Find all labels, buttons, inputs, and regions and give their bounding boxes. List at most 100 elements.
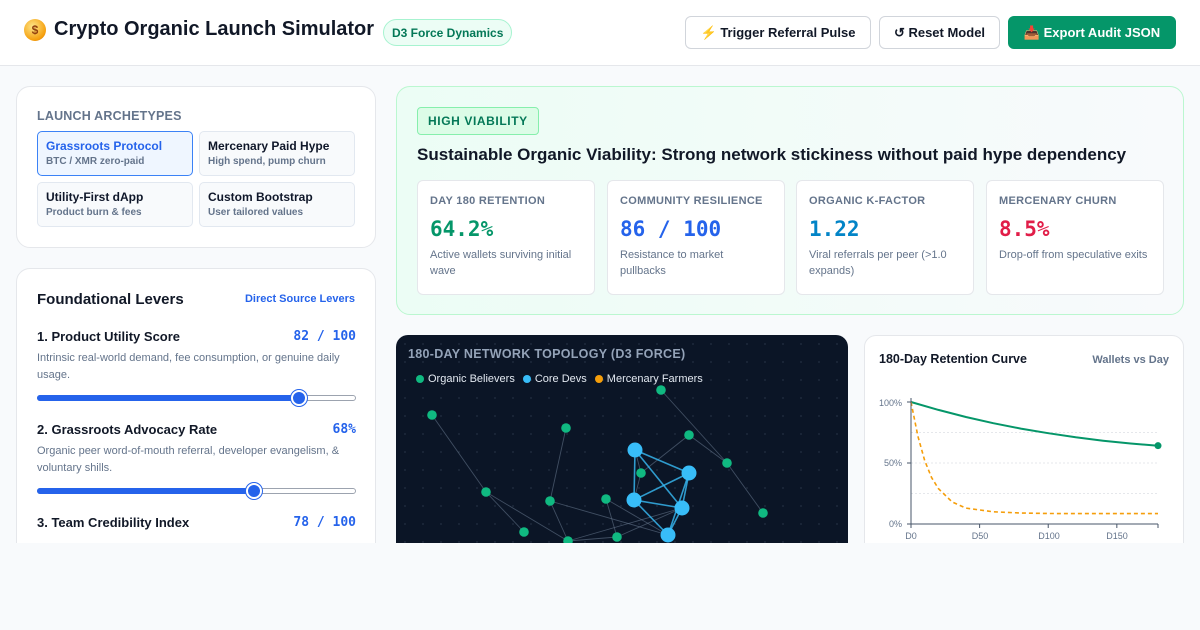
y-tick-label: 50% [884,458,902,468]
organic-believer-node[interactable] [481,487,491,497]
network-link [605,498,669,536]
core-dev-node[interactable] [626,492,642,508]
metric-label: MERCENARY CHURN [999,195,1117,207]
series-end-point [1154,442,1162,450]
slider-fill [37,395,299,401]
product-utility-slider[interactable] [37,390,356,406]
organic-believer-node[interactable] [427,410,437,420]
network-link [549,500,669,536]
metric-label: COMMUNITY RESILIENCE [620,195,763,207]
network-link [549,500,569,542]
archetype-name: Utility-First dApp [46,190,144,204]
network-legend: Organic Believers Core Devs Mercenary Fa… [416,373,703,385]
foundational-levers-card: Foundational Levers Direct Source Levers… [16,268,376,558]
organic-believer-node[interactable] [601,494,611,504]
slider-thumb[interactable] [290,390,307,406]
archetype-subtitle: User tailored values [208,207,304,218]
network-link [633,449,636,501]
grassroots-advocacy-slider[interactable] [37,483,356,499]
network-link [634,449,690,474]
y-tick-label: 0% [889,519,902,529]
metric-mercenary-churn: MERCENARY CHURN 8.5% Drop-off from specu… [986,180,1164,295]
coin-icon: $ [24,18,46,41]
legend-label: Organic Believers [428,373,515,385]
retention-chart-subtitle: Wallets vs Day [1092,354,1169,366]
metric-description: Active wallets surviving initial wave [430,249,572,277]
export-audit-json-button[interactable]: 📥 Export Audit JSON [1008,16,1176,49]
archetype-name: Mercenary Paid Hype [208,139,330,153]
retention-chart: 100% 50% 0% D0 D50 D100 D150 [879,398,1162,541]
organic-believer-node[interactable] [684,430,694,440]
lever-name: 2. Grassroots Advocacy Rate [37,422,218,437]
metric-value: 64.2% [430,217,494,241]
network-link [616,507,683,538]
network-graph[interactable] [396,335,848,543]
organic-believer-node[interactable] [758,508,768,518]
network-link [567,536,618,542]
trigger-referral-pulse-button[interactable]: ⚡ Trigger Referral Pulse [685,16,871,49]
archetype-grid: Grassroots Protocol BTC / XMR zero-paid … [37,131,356,227]
metric-value: 1.22 [809,217,860,241]
core-dev-node[interactable] [627,442,643,458]
archetype-subtitle: BTC / XMR zero-paid [46,156,145,167]
reset-model-button[interactable]: ↺ Reset Model [879,16,1000,49]
organic-believer-node[interactable] [563,536,573,543]
metric-label: DAY 180 RETENTION [430,195,546,207]
organic-believer-node[interactable] [561,423,571,433]
retention-series-line [910,401,1158,515]
network-link [567,507,683,542]
retention-chart-title: 180-Day Retention Curve [879,352,1027,366]
archetype-subtitle: High spend, pump churn [208,156,326,167]
archetypes-label: LAUNCH ARCHETYPES [37,109,182,123]
network-link [431,414,487,493]
archetype-mercenary-paid-hype[interactable]: Mercenary Paid Hype High spend, pump chu… [199,131,355,176]
archetype-name: Grassroots Protocol [46,139,163,153]
lever-description: Intrinsic real-world demand, fee consump… [37,352,340,381]
network-link [485,491,525,533]
network-link [688,434,728,464]
archetype-custom-bootstrap[interactable]: Custom Bootstrap User tailored values [199,182,355,227]
lever-description: Organic peer word-of-mouth referral, dev… [37,445,340,474]
core-dev-node[interactable] [660,527,676,543]
archetype-utility-first-dapp[interactable]: Utility-First dApp Product burn & fees [37,182,193,227]
network-link [605,498,618,538]
network-link [726,462,764,514]
network-topology-panel: 180-DAY NETWORK TOPOLOGY (D3 FORCE) Orga… [396,335,848,543]
retention-series-line [910,401,1159,447]
network-link [634,449,683,509]
network-link [633,499,669,536]
brand: $ Crypto Organic Launch Simulator [24,18,374,41]
lever-value: 68% [332,422,356,437]
slider-thumb[interactable] [245,483,262,499]
levers-title: Foundational Levers [37,291,184,308]
legend-organic-believers: Organic Believers [416,373,515,385]
lever-name: 3. Team Credibility Index [37,515,190,530]
viability-badge: HIGH VIABILITY [417,107,539,135]
organic-believer-node[interactable] [545,496,555,506]
archetype-grassroots-protocol[interactable]: Grassroots Protocol BTC / XMR zero-paid [37,131,193,176]
network-link [633,499,683,509]
organic-believer-node[interactable] [636,468,646,478]
core-dev-node[interactable] [681,465,697,481]
lever-product-utility: 1. Product Utility Score 82 / 100 Intrin… [37,329,356,406]
network-title: 180-DAY NETWORK TOPOLOGY (D3 FORCE) [408,347,686,361]
organic-believer-node[interactable] [656,385,666,395]
viability-panel: HIGH VIABILITY Sustainable Organic Viabi… [396,86,1184,315]
core-dev-node[interactable] [674,500,690,516]
legend-mercenary-farmers: Mercenary Farmers [594,373,703,385]
retention-chart-card: 180-Day Retention Curve Wallets vs Day 1… [864,335,1184,565]
lever-value: 78 / 100 [293,515,356,530]
app-title: Crypto Organic Launch Simulator [54,18,375,40]
slider-fill [37,488,254,494]
archetype-name: Custom Bootstrap [208,190,313,204]
organic-believer-node[interactable] [612,532,622,542]
lever-grassroots-advocacy: 2. Grassroots Advocacy Rate 68% Organic … [37,422,356,499]
legend-dot-icon [416,375,424,383]
organic-believer-node[interactable] [722,458,732,468]
metric-description: Viral referrals per peer (>1.0 expands) [809,249,947,277]
direct-source-levers-link[interactable]: Direct Source Levers [244,293,355,305]
x-tick-label: D0 [905,531,917,541]
legend-label: Mercenary Farmers [606,373,703,385]
organic-believer-node[interactable] [519,527,529,537]
metric-description: Drop-off from speculative exits [999,249,1148,261]
